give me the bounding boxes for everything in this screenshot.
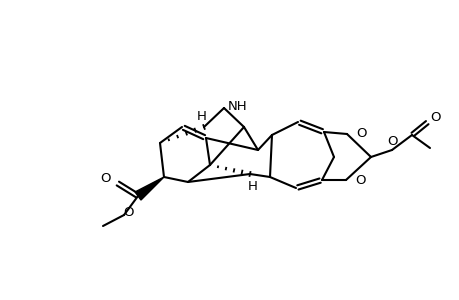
Text: O: O	[354, 175, 365, 188]
Text: NH: NH	[228, 100, 247, 112]
Text: H: H	[196, 110, 207, 122]
Polygon shape	[135, 177, 164, 200]
Text: O: O	[355, 127, 366, 140]
Text: O: O	[123, 206, 134, 220]
Text: H: H	[247, 181, 257, 194]
Text: O: O	[100, 172, 111, 184]
Text: O: O	[429, 110, 440, 124]
Text: O: O	[387, 134, 397, 148]
